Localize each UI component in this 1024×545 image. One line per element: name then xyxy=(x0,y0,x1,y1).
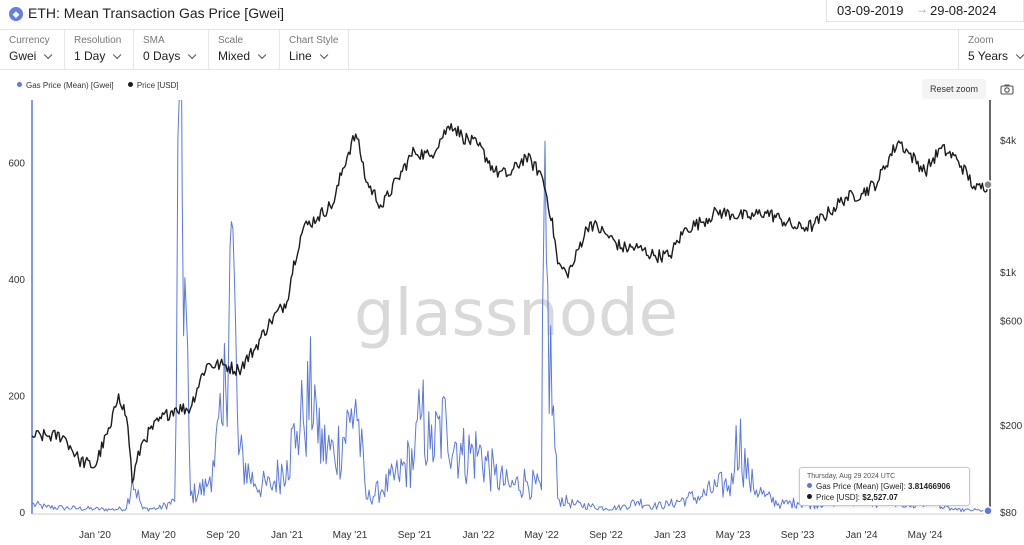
y-right-tick-label: $4k xyxy=(1000,136,1017,147)
legend-item-gas[interactable]: Gas Price (Mean) [Gwei] xyxy=(17,81,114,90)
currency-dropdown[interactable]: Currency Gwei xyxy=(0,30,65,70)
y-right-tick-label: $80 xyxy=(1000,508,1017,519)
x-tick-label: May '21 xyxy=(333,530,368,541)
legend-label-price: Price [USD] xyxy=(136,81,179,90)
hover-markers xyxy=(983,179,993,516)
x-tick-label: May '20 xyxy=(141,530,176,541)
legend-item-price[interactable]: Price [USD] xyxy=(127,81,179,90)
chart-style-label: Chart Style xyxy=(289,35,339,46)
price-series xyxy=(31,123,989,484)
date-to-input[interactable]: 29-08-2024 xyxy=(930,3,997,18)
reset-zoom-button[interactable]: Reset zoom xyxy=(922,79,986,99)
zoom-dropdown[interactable]: Zoom 5 Years xyxy=(958,30,1024,70)
resolution-value: 1 Day xyxy=(74,49,122,63)
x-tick-label: Sep '21 xyxy=(398,530,432,541)
x-tick-label: Sep '20 xyxy=(206,530,240,541)
x-tick-label: Jan '22 xyxy=(463,530,495,541)
x-tick-label: Sep '23 xyxy=(781,530,815,541)
price-hover-marker xyxy=(983,179,993,190)
chevron-down-icon xyxy=(1015,50,1024,60)
chevron-down-icon xyxy=(188,50,197,60)
chevron-down-icon xyxy=(319,50,329,60)
watermark: glassnode xyxy=(354,277,678,351)
x-tick-label: Jan '20 xyxy=(79,530,111,541)
sma-label: SMA xyxy=(143,35,165,46)
date-range-picker[interactable]: 03-09-2019 → 29-08-2024 xyxy=(826,0,1024,22)
tooltip-price-label: Price [USD]: xyxy=(816,493,861,502)
chart-tooltip: Thursday, Aug 29 2024 UTC Gas Price (Mea… xyxy=(799,467,970,506)
tooltip-gas-label: Gas Price (Mean) [Gwei]: xyxy=(816,482,906,491)
zoom-value: 5 Years xyxy=(968,49,1024,63)
resolution-label: Resolution xyxy=(74,35,122,46)
resolution-dropdown[interactable]: Resolution 1 Day xyxy=(65,30,134,70)
tooltip-gas-row: Gas Price (Mean) [Gwei]: 3.81466906 xyxy=(807,481,962,492)
arrow-right-icon: → xyxy=(916,2,928,16)
chevron-down-icon xyxy=(113,50,122,60)
scale-value: Mixed xyxy=(218,49,267,63)
tooltip-dot-gas xyxy=(807,483,812,488)
date-from-input[interactable]: 03-09-2019 xyxy=(837,3,904,18)
zoom-label: Zoom xyxy=(968,35,994,46)
tooltip-gas-value: 3.81466906 xyxy=(908,482,951,491)
y-left-tick-label: 400 xyxy=(8,275,25,286)
scale-label: Scale xyxy=(218,35,244,46)
x-tick-label: Sep '22 xyxy=(589,530,623,541)
currency-label: Currency xyxy=(9,35,50,46)
chevron-down-icon xyxy=(44,50,53,60)
y-left-tick-label: 0 xyxy=(19,508,25,519)
controls-bar: Currency Gwei Resolution 1 Day SMA 0 Day… xyxy=(0,30,1024,70)
y-right-tick-label: $600 xyxy=(1000,316,1023,327)
legend-dot-price xyxy=(127,82,133,87)
y-left-tick-label: 600 xyxy=(8,158,25,169)
x-tick-label: Jan '23 xyxy=(654,530,686,541)
page-title: ETH: Mean Transaction Gas Price [Gwei] xyxy=(28,5,284,21)
camera-icon[interactable] xyxy=(1000,82,1014,96)
x-tick-label: May '24 xyxy=(908,530,943,541)
legend-label-gas: Gas Price (Mean) [Gwei] xyxy=(26,81,114,90)
x-tick-label: Jan '21 xyxy=(271,530,303,541)
x-tick-label: May '22 xyxy=(524,530,559,541)
chart-axes: 0 200 400 600 $80 $200 $600 $1k $4k Jan '20 May '2… xyxy=(8,100,1023,541)
header-bar: ◆ ETH: Mean Transaction Gas Price [Gwei]… xyxy=(0,0,1024,30)
chart-style-value: Line xyxy=(289,49,329,63)
tooltip-price-value: $2,527.07 xyxy=(862,493,898,502)
chart-legend: Gas Price (Mean) [Gwei] Price [USD] xyxy=(17,81,191,90)
y-right-tick-label: $1k xyxy=(1000,268,1017,279)
chart-style-dropdown[interactable]: Chart Style Line xyxy=(280,30,349,70)
chart-canvas[interactable]: glassnode 0 200 400 600 $80 $200 $600 $1k $4k Jan… xyxy=(0,100,1024,545)
sma-dropdown[interactable]: SMA 0 Days xyxy=(134,30,209,70)
tooltip-date: Thursday, Aug 29 2024 UTC xyxy=(807,473,896,480)
eth-price-line xyxy=(31,123,989,484)
x-tick-label: May '23 xyxy=(716,530,751,541)
gas-hover-marker xyxy=(983,506,993,516)
tooltip-price-row: Price [USD]: $2,527.07 xyxy=(807,492,962,503)
tooltip-dot-price xyxy=(807,494,812,499)
scale-dropdown[interactable]: Scale Mixed xyxy=(209,30,280,70)
sma-value: 0 Days xyxy=(143,49,197,63)
x-tick-label: Jan '24 xyxy=(846,530,878,541)
y-left-tick-label: 200 xyxy=(8,391,25,402)
ethereum-icon: ◆ xyxy=(9,7,23,21)
currency-value: Gwei xyxy=(9,49,53,63)
chevron-down-icon xyxy=(257,50,267,60)
legend-dot-gas xyxy=(17,82,22,87)
y-right-tick-label: $200 xyxy=(1000,421,1023,432)
